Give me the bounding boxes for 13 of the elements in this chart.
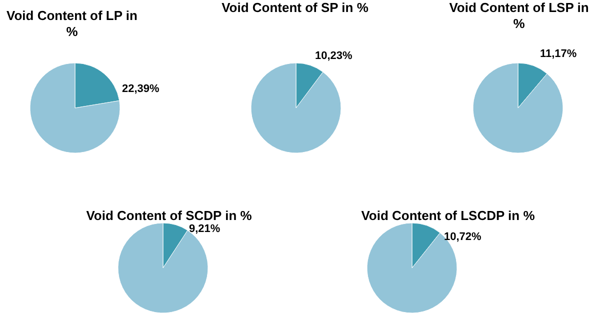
chart-title: Void Content of LSP in % <box>449 0 589 31</box>
pie-slice <box>472 62 564 154</box>
chart-title: Void Content of SP in % <box>222 0 369 15</box>
data-label: 11,17% <box>540 48 577 60</box>
pie-slice <box>30 62 120 154</box>
chart-title: Void Content of SCDP in % <box>86 208 252 223</box>
data-label: 10,72% <box>444 231 482 243</box>
chart-title: Void Content of LP in % <box>6 8 138 39</box>
chart-title: Void Content of LSCDP in % <box>361 208 536 223</box>
pie-slice <box>250 62 342 154</box>
data-label: 9,21% <box>189 223 220 235</box>
data-label: 10,23% <box>315 50 353 62</box>
data-label: 22,39% <box>122 83 160 95</box>
